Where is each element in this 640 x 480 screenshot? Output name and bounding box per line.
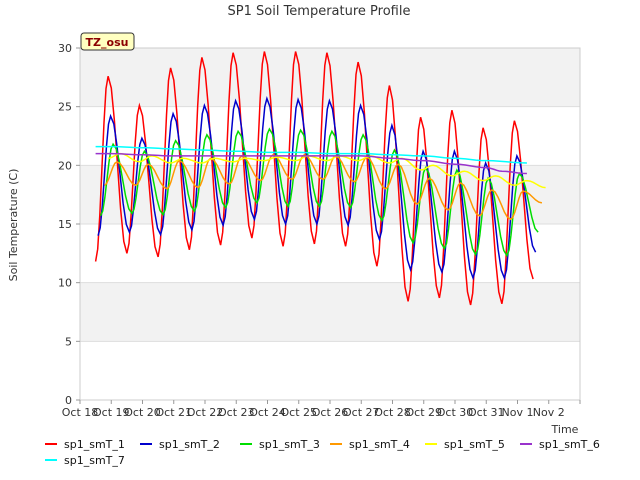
y-axis-ticks: 0 5 10 15 20 25 30 bbox=[58, 42, 80, 407]
x-tick-label: Oct 31 bbox=[468, 406, 505, 419]
legend-label-sp1_smT_6: sp1_smT_6 bbox=[539, 438, 600, 451]
x-tick-label: Oct 20 bbox=[124, 406, 161, 419]
series-line-sp1_smT_6 bbox=[95, 152, 527, 175]
legend-label-sp1_smT_4: sp1_smT_4 bbox=[349, 438, 410, 451]
x-tick-label: Oct 29 bbox=[405, 406, 442, 419]
x-tick-label: Oct 24 bbox=[249, 406, 286, 419]
x-tick-label: Oct 22 bbox=[187, 406, 224, 419]
x-tick-label: Oct 25 bbox=[280, 406, 317, 419]
x-tick-label: Oct 23 bbox=[218, 406, 255, 419]
x-tick-label: Nov 1 bbox=[502, 406, 534, 419]
y-tick-label: 20 bbox=[58, 159, 72, 172]
y-tick-label: 15 bbox=[58, 218, 72, 231]
series-line-sp1_smT_4 bbox=[103, 153, 543, 221]
series-line-sp1_smT_5 bbox=[107, 152, 546, 189]
series-line-sp1_smT_7 bbox=[95, 145, 527, 164]
x-tick-label: Oct 18 bbox=[62, 406, 99, 419]
x-tick-label: Oct 27 bbox=[343, 406, 380, 419]
x-axis-label: Time bbox=[551, 423, 579, 436]
x-tick-label: Oct 19 bbox=[93, 406, 130, 419]
y-axis-label: Soil Temperature (C) bbox=[7, 169, 20, 282]
x-tick-label: Oct 26 bbox=[312, 406, 349, 419]
y-tick-label: 10 bbox=[58, 277, 72, 290]
timezone-badge: TZ_osu bbox=[80, 32, 135, 51]
legend-label-sp1_smT_1: sp1_smT_1 bbox=[64, 438, 125, 451]
x-tick-label: Oct 30 bbox=[437, 406, 474, 419]
legend-label-sp1_smT_5: sp1_smT_5 bbox=[444, 438, 505, 451]
y-tick-label: 0 bbox=[65, 394, 72, 407]
series-lines bbox=[94, 51, 546, 306]
x-tick-label: Oct 21 bbox=[155, 406, 192, 419]
legend: sp1_smT_1 sp1_smT_2 sp1_smT_3 sp1_smT_4 sp1_… bbox=[45, 438, 600, 467]
timezone-badge-label: TZ_osu bbox=[86, 36, 129, 49]
legend-label-sp1_smT_7: sp1_smT_7 bbox=[64, 454, 125, 467]
legend-label-sp1_smT_3: sp1_smT_3 bbox=[259, 438, 320, 451]
series-line-sp1_smT_3 bbox=[99, 127, 539, 258]
y-tick-label: 5 bbox=[65, 335, 72, 348]
y-tick-label: 25 bbox=[58, 101, 72, 114]
x-tick-label: Oct 28 bbox=[374, 406, 411, 419]
x-tick-label: Nov 2 bbox=[533, 406, 565, 419]
y-tick-label: 30 bbox=[58, 42, 72, 55]
chart-title: SP1 Soil Temperature Profile bbox=[228, 4, 411, 19]
legend-label-sp1_smT_2: sp1_smT_2 bbox=[159, 438, 220, 451]
